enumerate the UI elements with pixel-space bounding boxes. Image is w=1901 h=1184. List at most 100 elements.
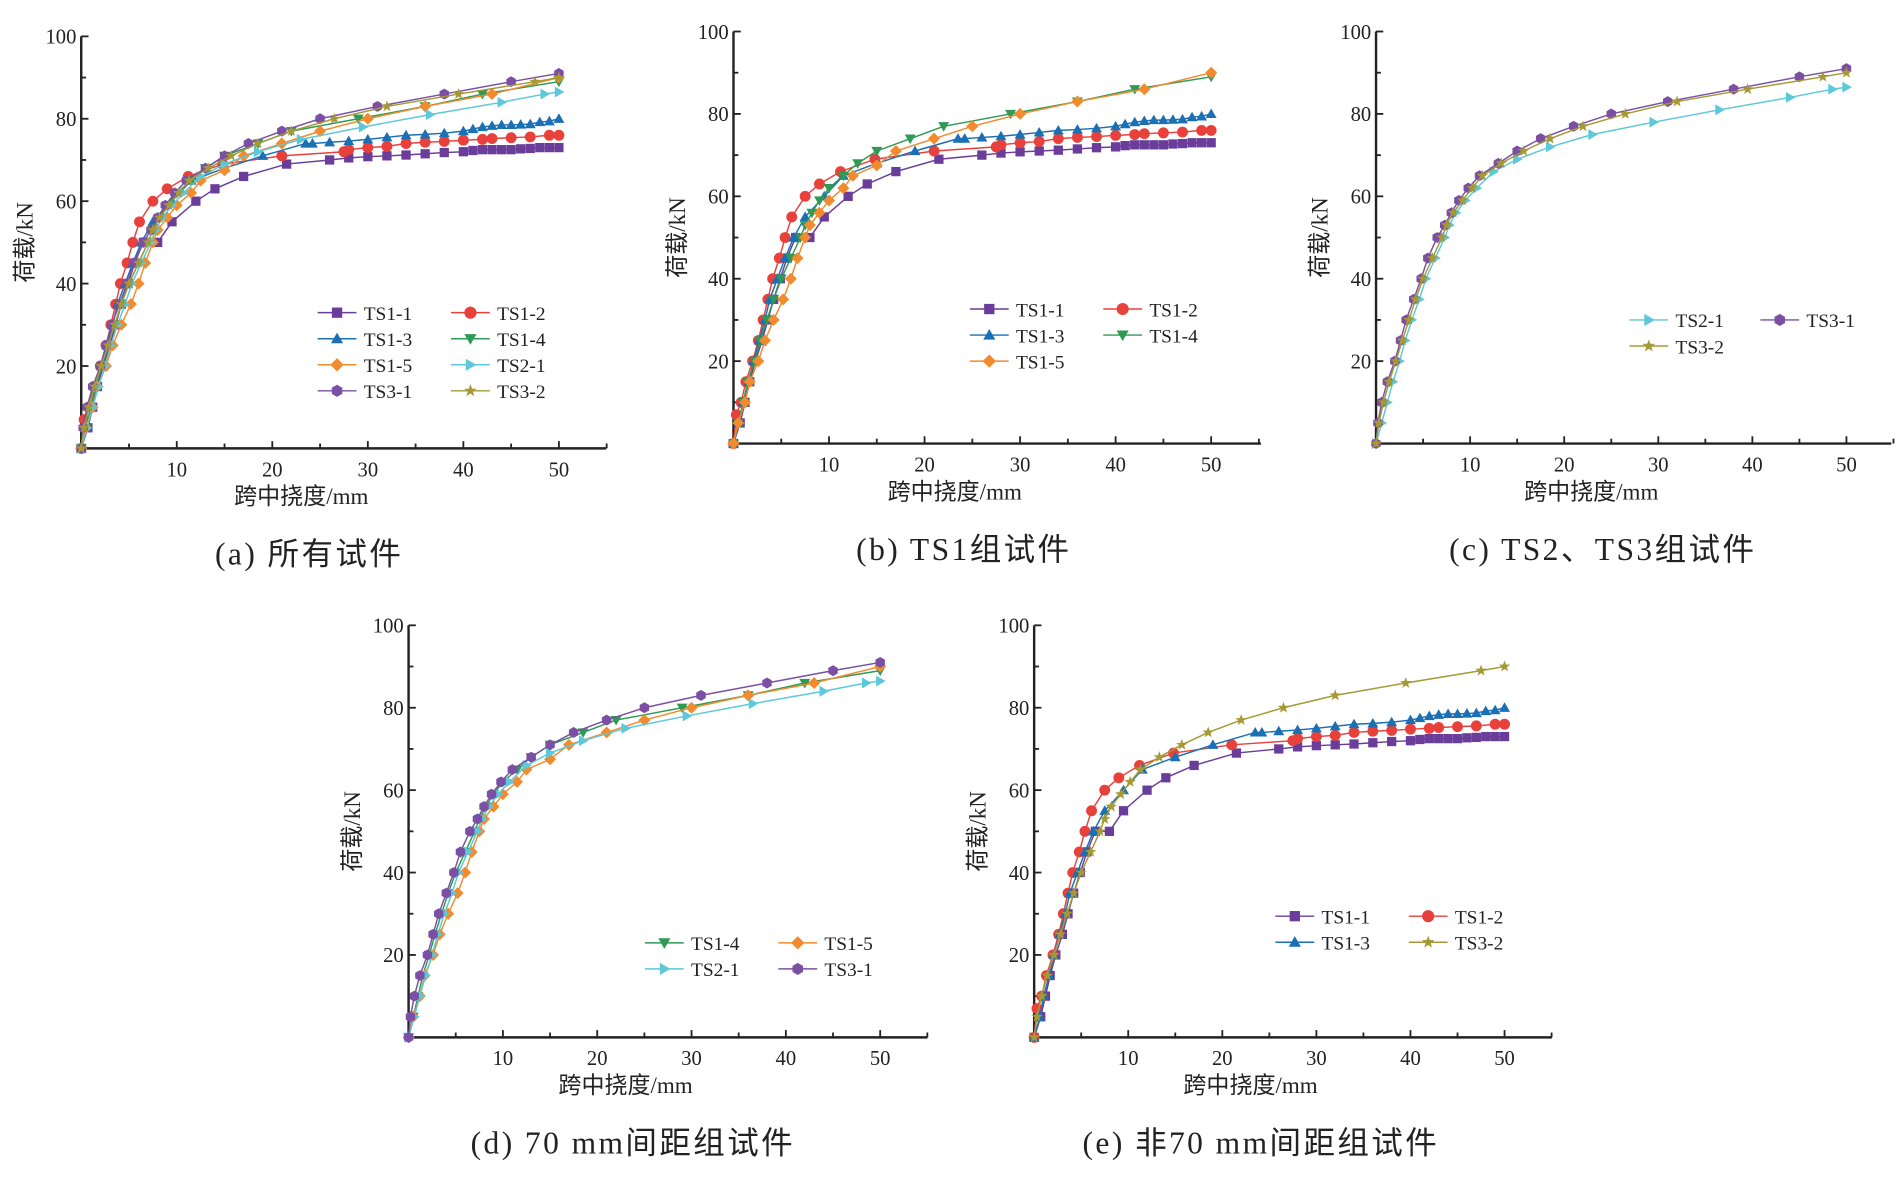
square-marker	[506, 145, 516, 155]
star-marker	[1440, 219, 1453, 231]
square-marker	[331, 307, 343, 318]
hexagon-marker	[875, 656, 885, 668]
panel-caption: (c) TS2、TS3组试件	[1449, 532, 1756, 567]
circle-marker	[147, 195, 159, 207]
series-line	[732, 76, 1212, 444]
series-line	[732, 142, 1212, 444]
y-tick-label: 80	[1351, 104, 1372, 126]
circle-marker	[1014, 137, 1026, 149]
triangle-up-marker	[534, 116, 546, 127]
triangle-up-marker	[1470, 707, 1482, 718]
square-marker	[544, 142, 554, 153]
triangle-up-marker	[1348, 718, 1360, 729]
series-TS3-2	[1028, 660, 1511, 1043]
legend-label: TS1-4	[691, 934, 740, 955]
y-tick-label: 20	[1351, 351, 1372, 373]
series-line	[1033, 707, 1505, 1038]
y-tick-label: 40	[1351, 269, 1372, 291]
legend-item: TS1-5	[969, 352, 1064, 373]
square-marker	[1387, 736, 1397, 747]
square-marker	[1452, 734, 1463, 744]
legend-item: TS2-1	[451, 356, 546, 377]
diamond-marker	[1138, 83, 1151, 96]
diamond-marker	[600, 726, 613, 739]
square-marker	[535, 142, 545, 153]
y-axis-label: 荷载/kN	[339, 791, 365, 872]
legend-label: TS1-5	[824, 934, 872, 955]
square-marker	[324, 155, 335, 165]
x-tick-label: 50	[549, 459, 570, 481]
star-marker	[252, 137, 264, 149]
star-marker	[1498, 660, 1511, 672]
triangle-up-marker	[976, 131, 988, 142]
legend-item: TS1-1	[1275, 907, 1370, 928]
hexagon-marker	[526, 751, 536, 763]
star-marker	[1054, 928, 1067, 940]
legend-item: TS2-1	[644, 960, 739, 981]
triangle-up-marker	[1110, 120, 1122, 131]
y-axis-label: 荷载/kN	[1307, 197, 1333, 278]
circle-marker	[343, 144, 355, 156]
circle-marker	[1310, 731, 1322, 743]
circle-marker	[362, 142, 374, 154]
square-marker	[1187, 138, 1197, 148]
square-marker	[1053, 145, 1063, 155]
triangle-up-marker	[257, 150, 269, 160]
triangle-up-marker	[457, 125, 469, 136]
series-line	[1375, 71, 1847, 444]
series-line	[1033, 735, 1505, 1038]
star-marker	[1403, 313, 1415, 325]
legend-item: TS3-1	[1760, 311, 1855, 332]
y-tick-label: 20	[708, 351, 729, 373]
diamond-marker	[823, 194, 836, 207]
triangle-right-marker	[494, 788, 504, 800]
legend-label: TS1-3	[1016, 326, 1064, 347]
square-marker	[1177, 138, 1188, 149]
triangle-up-marker	[496, 119, 508, 130]
series-TS1-3	[75, 113, 565, 453]
diamond-marker	[791, 936, 805, 950]
x-tick-label: 10	[1460, 454, 1481, 476]
hexagon-marker	[1662, 96, 1673, 108]
star-marker	[1235, 714, 1247, 725]
circle-marker	[1113, 772, 1125, 784]
diamond-marker	[837, 182, 850, 195]
series-TS3-2	[75, 71, 565, 454]
square-marker	[1368, 738, 1378, 748]
circle-marker	[1205, 124, 1217, 136]
square-marker	[191, 196, 201, 206]
star-marker	[1031, 1010, 1043, 1022]
triangle-down-marker	[352, 114, 364, 125]
triangle-up-marker	[995, 130, 1007, 141]
square-marker	[1091, 143, 1102, 153]
legend-label: TS3-2	[497, 382, 545, 403]
triangle-up-marker	[1157, 114, 1169, 125]
hexagon-marker	[507, 764, 518, 775]
triangle-right-marker	[1715, 104, 1725, 116]
star-marker	[464, 384, 477, 397]
triangle-down-marker	[577, 728, 589, 738]
series-TS3-1	[1371, 63, 1852, 449]
square-marker	[344, 153, 354, 163]
y-tick-label: 60	[1009, 780, 1030, 802]
star-marker	[1400, 677, 1412, 688]
triangle-down-marker	[837, 171, 849, 182]
legend-label: TS1-2	[1149, 300, 1197, 321]
star-marker	[1202, 726, 1214, 738]
square-marker	[1424, 734, 1434, 744]
star-marker	[381, 100, 393, 112]
circle-marker	[419, 136, 431, 148]
hexagon-marker	[405, 1011, 416, 1023]
star-marker	[1475, 664, 1487, 676]
legend: TS1-1 TS1-2 TS1-3 TS3-2	[1275, 907, 1503, 955]
y-tick-label: 60	[708, 187, 729, 209]
triangle-right-marker	[296, 133, 307, 145]
square-marker	[496, 145, 507, 155]
legend-item: TS3-2	[1629, 337, 1724, 358]
triangle-right-marker	[463, 846, 474, 858]
star-marker	[1124, 775, 1136, 787]
triangle-up-marker	[1310, 722, 1322, 733]
series-line	[80, 134, 559, 449]
